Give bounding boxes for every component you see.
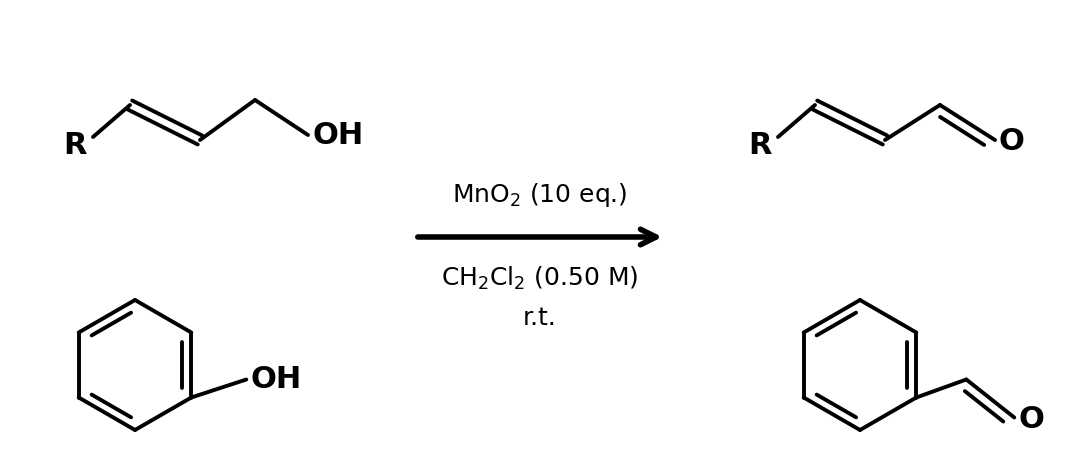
Text: MnO$_2$ (10 eq.): MnO$_2$ (10 eq.) — [452, 181, 628, 209]
Text: OH: OH — [250, 365, 301, 394]
Text: R: R — [63, 130, 86, 159]
Text: OH: OH — [312, 120, 364, 149]
Text: r.t.: r.t. — [523, 306, 557, 330]
Text: CH$_2$Cl$_2$ (0.50 M): CH$_2$Cl$_2$ (0.50 M) — [441, 264, 639, 292]
Text: O: O — [1019, 405, 1044, 434]
Text: R: R — [748, 130, 772, 159]
Text: O: O — [999, 128, 1025, 156]
